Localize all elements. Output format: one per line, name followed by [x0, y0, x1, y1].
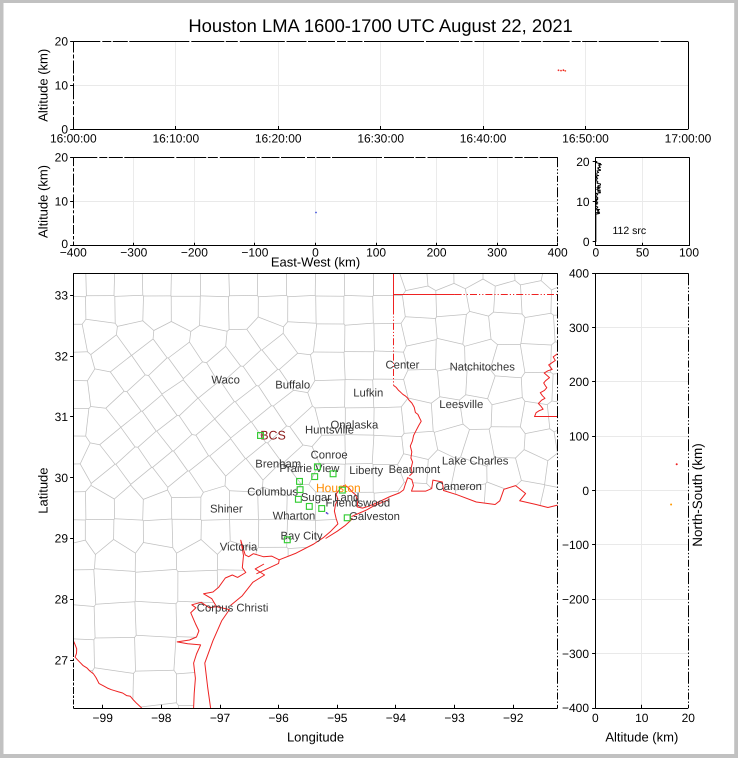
svg-text:−97: −97	[210, 711, 231, 725]
svg-text:300: 300	[487, 245, 507, 259]
svg-text:−92: −92	[503, 711, 524, 725]
svg-text:28: 28	[55, 593, 69, 607]
svg-text:Center: Center	[386, 360, 420, 372]
svg-text:Leesville: Leesville	[439, 399, 483, 411]
svg-text:Galveston: Galveston	[349, 511, 400, 523]
svg-text:−96: −96	[268, 711, 289, 725]
svg-text:Prairie View: Prairie View	[279, 463, 340, 475]
svg-text:−200: −200	[181, 245, 208, 259]
svg-text:−93: −93	[444, 711, 465, 725]
svg-text:Houston: Houston	[316, 481, 361, 495]
svg-text:100: 100	[679, 245, 699, 259]
svg-text:400: 400	[548, 245, 568, 259]
svg-text:Wharton: Wharton	[273, 511, 316, 523]
svg-text:Lake Charles: Lake Charles	[442, 456, 509, 468]
svg-text:112 src: 112 src	[613, 225, 647, 237]
svg-text:0: 0	[312, 245, 319, 259]
svg-text:0: 0	[61, 122, 68, 136]
svg-text:East-West (km): East-West (km)	[271, 255, 360, 270]
svg-text:0: 0	[592, 711, 599, 725]
svg-text:−100: −100	[241, 245, 268, 259]
svg-text:Altitude (km): Altitude (km)	[36, 49, 51, 122]
svg-text:0: 0	[583, 235, 590, 249]
svg-text:17:00:00: 17:00:00	[665, 132, 712, 146]
svg-text:10: 10	[55, 79, 69, 93]
svg-text:−98: −98	[151, 711, 172, 725]
svg-text:Longitude: Longitude	[287, 730, 344, 745]
svg-text:Conroe: Conroe	[311, 450, 348, 462]
svg-text:100: 100	[569, 430, 589, 444]
svg-text:16:30:00: 16:30:00	[357, 132, 404, 146]
svg-text:200: 200	[427, 245, 447, 259]
svg-text:Latitude: Latitude	[36, 467, 51, 513]
svg-text:10: 10	[55, 195, 69, 209]
svg-text:Huntsville: Huntsville	[305, 425, 354, 437]
svg-text:300: 300	[569, 321, 589, 335]
svg-text:Natchitoches: Natchitoches	[450, 362, 516, 374]
svg-text:16:20:00: 16:20:00	[255, 132, 302, 146]
svg-text:Corpus Christi: Corpus Christi	[197, 603, 269, 615]
svg-text:50: 50	[636, 245, 650, 259]
svg-text:−400: −400	[562, 701, 589, 715]
svg-text:32: 32	[55, 349, 69, 363]
svg-text:−100: −100	[562, 538, 589, 552]
svg-text:31: 31	[55, 410, 69, 424]
svg-text:−94: −94	[386, 711, 407, 725]
svg-text:0: 0	[61, 237, 68, 251]
svg-text:North-South (km): North-South (km)	[690, 443, 705, 547]
svg-text:Altitude (km): Altitude (km)	[36, 165, 51, 238]
svg-text:29: 29	[55, 532, 69, 546]
svg-text:Sugar Land: Sugar Land	[301, 492, 359, 504]
svg-text:20: 20	[682, 711, 696, 725]
svg-text:20: 20	[55, 35, 69, 49]
svg-text:−400: −400	[60, 245, 87, 259]
svg-text:Liberty: Liberty	[349, 465, 383, 477]
svg-text:−99: −99	[93, 711, 114, 725]
svg-text:Cameron: Cameron	[436, 481, 482, 493]
svg-text:20: 20	[55, 150, 69, 164]
svg-text:16:40:00: 16:40:00	[460, 132, 507, 146]
svg-text:−200: −200	[562, 593, 589, 607]
svg-text:Shiner: Shiner	[210, 503, 243, 515]
svg-text:Brenham: Brenham	[255, 459, 301, 471]
svg-text:Altitude (km): Altitude (km)	[605, 730, 678, 745]
svg-text:0: 0	[593, 245, 600, 259]
svg-text:Columbus: Columbus	[247, 487, 298, 499]
svg-text:Lufkin: Lufkin	[353, 387, 383, 399]
svg-text:16:50:00: 16:50:00	[562, 132, 609, 146]
svg-text:Waco: Waco	[211, 375, 239, 387]
svg-text:Friendswood: Friendswood	[326, 497, 391, 509]
svg-text:16:10:00: 16:10:00	[152, 132, 199, 146]
svg-text:BCS: BCS	[260, 429, 286, 443]
svg-text:Bay City: Bay City	[281, 531, 323, 543]
svg-text:Buffalo: Buffalo	[275, 380, 310, 392]
svg-text:10: 10	[576, 195, 590, 209]
svg-text:27: 27	[55, 653, 69, 667]
svg-text:Onalaska: Onalaska	[331, 420, 379, 432]
svg-text:16:00:00: 16:00:00	[50, 132, 97, 146]
svg-text:−300: −300	[120, 245, 147, 259]
svg-text:−300: −300	[562, 647, 589, 661]
svg-text:0: 0	[582, 484, 589, 498]
svg-text:20: 20	[576, 155, 590, 169]
svg-text:Beaumont: Beaumont	[389, 464, 441, 476]
svg-text:100: 100	[366, 245, 386, 259]
svg-text:400: 400	[569, 267, 589, 281]
svg-text:−95: −95	[327, 711, 348, 725]
svg-text:10: 10	[635, 711, 649, 725]
svg-text:30: 30	[55, 471, 69, 485]
svg-text:Victoria: Victoria	[220, 541, 258, 553]
svg-text:200: 200	[569, 375, 589, 389]
svg-text:Houston LMA 1600-1700 UTC Augu: Houston LMA 1600-1700 UTC August 22, 202…	[188, 15, 572, 36]
svg-text:33: 33	[55, 289, 69, 303]
